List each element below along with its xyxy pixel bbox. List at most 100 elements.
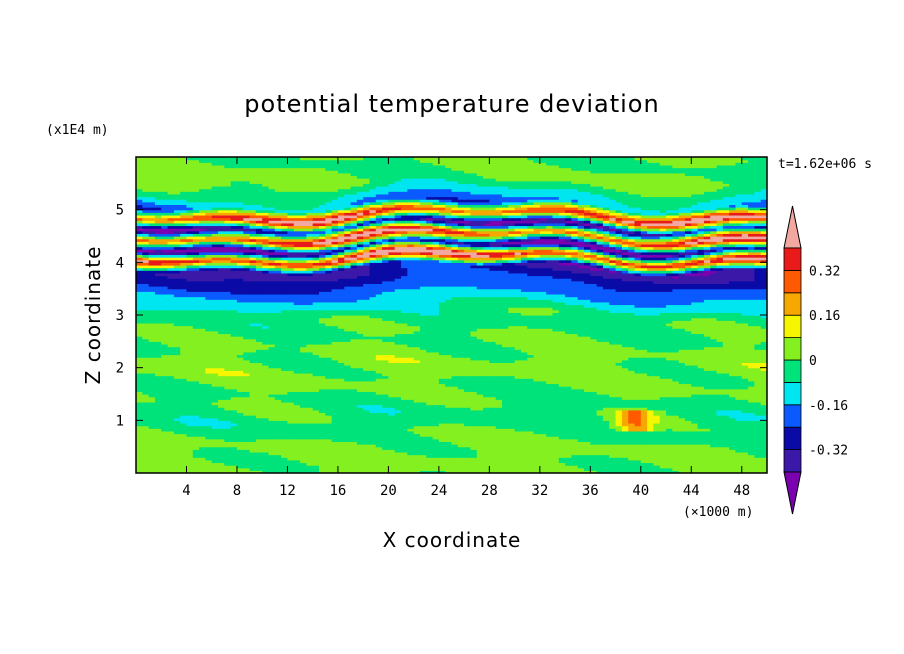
contour-cell: [344, 341, 352, 345]
contour-cell: [356, 422, 364, 427]
contour-cell: [218, 425, 225, 429]
contour-cell: [520, 444, 528, 448]
contour-cell: [640, 467, 648, 471]
contour-cell: [741, 446, 749, 450]
contour-cell: [382, 357, 389, 361]
contour-cell: [514, 412, 522, 416]
contour-cell: [634, 451, 642, 456]
contour-cell: [464, 430, 472, 435]
contour-cell: [186, 372, 194, 377]
contour-cell: [230, 362, 238, 366]
contour-cell: [647, 449, 655, 453]
contour-cell: [318, 343, 326, 348]
contour-cell: [432, 467, 440, 471]
contour-cell: [375, 388, 383, 392]
contour-cell: [243, 346, 251, 350]
contour-cell: [281, 365, 289, 369]
contour-cell: [577, 451, 585, 456]
contour-cell: [413, 383, 421, 387]
contour-cell: [230, 359, 238, 363]
contour-cell: [703, 383, 711, 387]
contour-cell: [735, 444, 743, 448]
contour-cell: [255, 372, 263, 377]
contour-cell: [224, 359, 232, 363]
contour-cell: [312, 428, 320, 432]
contour-cell: [609, 451, 617, 456]
contour-cell: [533, 386, 541, 390]
contour-cell: [464, 394, 472, 398]
contour-cell: [438, 367, 446, 371]
contour-cell: [401, 367, 408, 371]
contour-cell: [552, 430, 560, 435]
contour-cell: [419, 454, 427, 458]
contour-cell: [243, 449, 251, 453]
contour-cell: [501, 383, 509, 387]
contour-cell: [438, 436, 446, 440]
contour-cell: [199, 417, 207, 421]
contour-cell: [318, 383, 326, 387]
contour-cell: [426, 383, 434, 387]
contour-cell: [722, 401, 730, 406]
contour-cell: [457, 451, 465, 456]
contour-cell: [413, 378, 421, 382]
contour-cell: [325, 425, 333, 429]
contour-cell: [438, 354, 446, 358]
contour-cell: [722, 422, 730, 427]
contour-cell: [401, 378, 408, 382]
contour-cell: [419, 357, 427, 361]
contour-cell: [691, 459, 699, 464]
contour-cell: [142, 428, 150, 432]
contour-cell: [666, 422, 673, 427]
contour-cell: [451, 404, 459, 408]
contour-cell: [647, 409, 655, 414]
contour-cell: [356, 444, 364, 448]
contour-cell: [369, 449, 377, 453]
contour-cell: [331, 425, 339, 429]
contour-cell: [691, 365, 699, 369]
contour-cell: [306, 449, 314, 453]
contour-cell: [136, 399, 143, 403]
contour-cell: [684, 380, 692, 385]
contour-cell: [464, 365, 472, 369]
contour-cell: [211, 394, 219, 398]
contour-cell: [609, 470, 617, 473]
contour-cell: [748, 444, 755, 448]
contour-cell: [325, 380, 333, 385]
contour-cell: [180, 441, 188, 445]
contour-cell: [596, 346, 604, 350]
contour-cell: [609, 399, 617, 403]
contour-cell: [584, 420, 591, 424]
contour-cell: [306, 407, 314, 411]
contour-cell: [445, 420, 453, 424]
contour-cell: [243, 470, 251, 473]
contour-cell: [255, 425, 263, 429]
contour-cell: [268, 417, 276, 421]
contour-cell: [741, 378, 749, 382]
contour-cell: [445, 467, 453, 471]
contour-cell: [451, 446, 459, 450]
contour-cell: [558, 354, 566, 358]
contour-cell: [615, 391, 623, 395]
contour-cell: [287, 401, 295, 406]
contour-cell: [375, 415, 383, 419]
contour-cell: [571, 462, 579, 466]
contour-cell: [483, 365, 490, 369]
contour-cell: [508, 346, 516, 350]
contour-cell: [596, 362, 604, 366]
contour-cell: [577, 386, 585, 390]
contour-cell: [483, 465, 490, 469]
contour-cell: [180, 454, 188, 458]
contour-cell: [647, 394, 655, 398]
contour-cell: [451, 422, 459, 427]
contour-cell: [666, 409, 673, 414]
contour-cell: [602, 354, 610, 358]
contour-cell: [666, 433, 673, 437]
contour-cell: [413, 357, 421, 361]
contour-cell: [483, 341, 490, 345]
contour-cell: [716, 449, 724, 453]
contour-cell: [653, 401, 661, 406]
contour-cell: [666, 438, 673, 442]
contour-cell: [602, 444, 610, 448]
contour-cell: [413, 367, 421, 371]
contour-cell: [388, 362, 396, 366]
